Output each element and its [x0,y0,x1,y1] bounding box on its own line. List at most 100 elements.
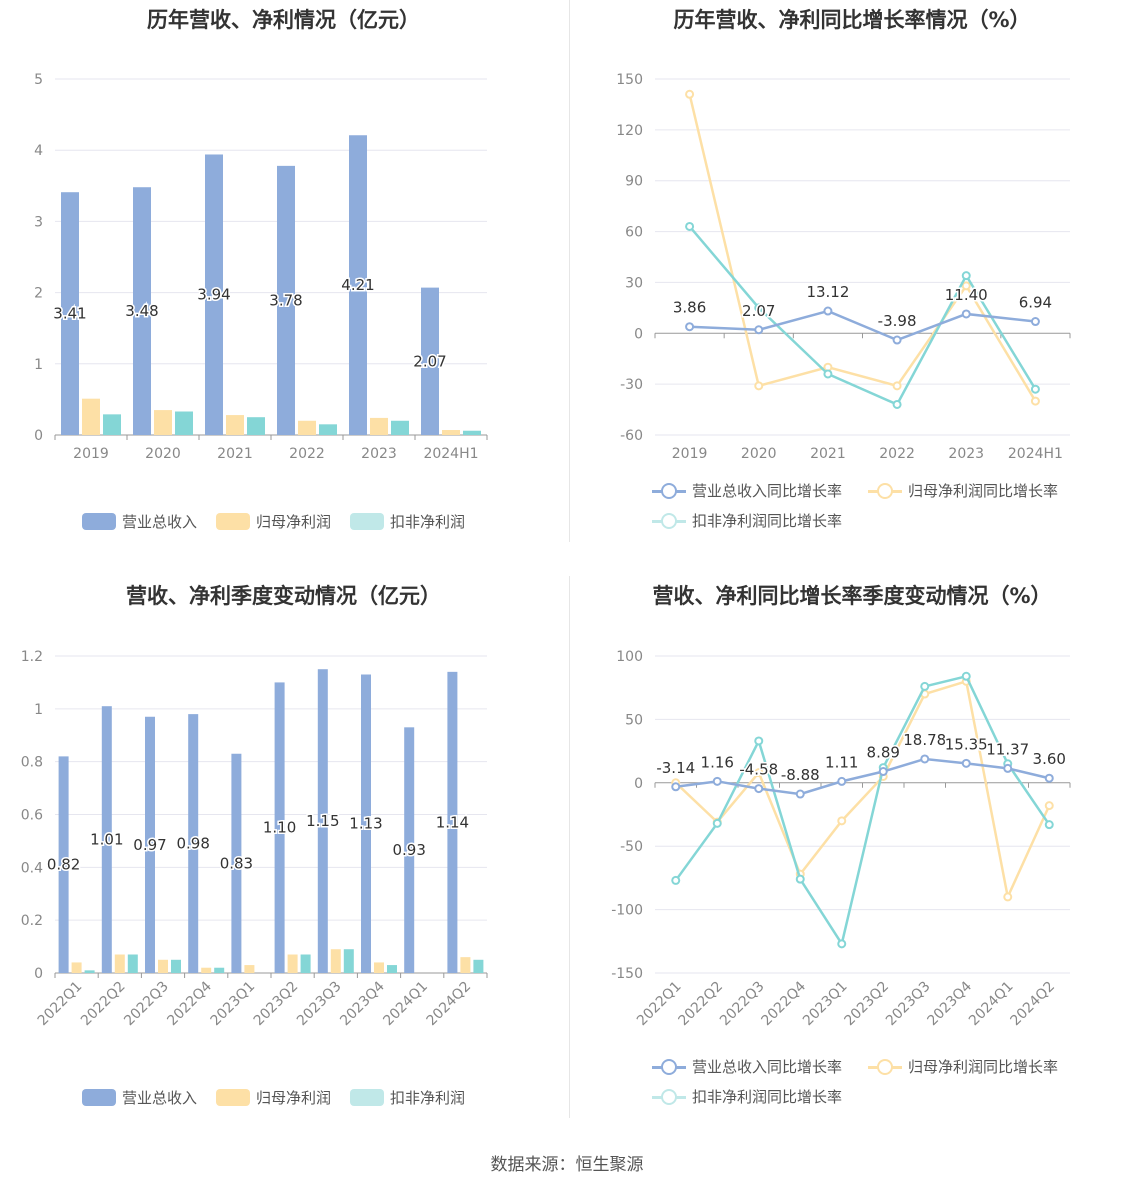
line-point [1030,396,1040,406]
y-tick-label: 0 [34,428,43,444]
line-point [961,758,971,768]
annual-line-chart-svg: 150 120 90 60 30 0 -30 -60 2019 2020 2021 2022 2023 2… [616,72,1071,462]
bar-net-profit [201,967,212,973]
line-data-label: 2.07 [742,302,775,320]
x-tick-label: 2023Q4 [924,978,975,1029]
line-point [961,309,971,319]
line-point [795,789,805,799]
bar-revenue [274,682,285,973]
bar-net-profit [330,949,341,973]
line-point [837,776,847,786]
line-point [837,939,847,949]
line-point [961,281,971,291]
line-point [1003,763,1013,773]
x-tick-label: 2024Q2 [1007,979,1058,1030]
y-tick-label: 0.4 [21,860,43,876]
line-data-label: -8.88 [781,766,820,784]
bar-data-label: 1.14 [436,813,469,831]
y-tick-label: 0 [34,966,43,982]
line-net-profit-growth [688,93,1037,402]
legend-item-revenue[interactable]: 营业总收入 [82,511,197,532]
line-data-label: 3.60 [1033,750,1066,768]
x-tick-label: 2024H1 [1008,446,1063,462]
y-tick-label: 60 [625,225,643,241]
bar-net-profit [244,965,255,973]
legend-item-net-profit-growth[interactable]: 归母净利润同比增长率 [868,1056,1058,1077]
quarterly-growth-chart: 营收、净利同比增长率季度变动情况（%） 100 50 0 -50 -100 -150 202… [570,576,1134,1121]
line-data-label: -4.58 [739,761,778,779]
line-point [892,335,902,345]
line-point [754,303,764,313]
bar-deducted-profit [391,420,409,435]
legend-label: 归母净利润同比增长率 [908,482,1059,500]
bar-net-profit [154,410,172,435]
line-point [712,776,722,786]
legend-item-deducted-profit-growth[interactable]: 扣非净利润同比增长率 [652,1086,842,1107]
legend-item-net-profit[interactable]: 归母净利润 [216,1087,331,1108]
bar-data-label: 2.07 [413,352,446,370]
x-tick-label: 2024H1 [423,446,478,462]
bar-data-label: 4.21 [341,276,374,294]
bar-deducted-profit [247,417,265,435]
line-point [823,369,833,379]
line-point [920,754,930,764]
annual-growth-chart: 历年营收、净利同比增长率情况（%） 150 120 90 60 30 0 -30 -60 201… [570,0,1134,545]
bar-data-label: 1.15 [306,812,339,830]
legend-item-deducted-profit[interactable]: 扣非净利润 [350,511,465,532]
bar-net-profit [370,417,388,435]
bar-deducted-profit [473,959,484,973]
bar-data-label: 0.98 [176,835,209,853]
bar-deducted-profit [175,411,193,435]
bar-deducted-profit [127,954,138,973]
x-tick-label: 2022Q3 [717,979,768,1030]
vertical-divider [569,576,570,1118]
y-tick-label: 50 [625,712,643,728]
bar-net-profit [287,954,298,973]
line-point [671,875,681,885]
line-point [754,768,764,778]
legend-item-revenue-growth[interactable]: 营业总收入同比增长率 [652,1056,842,1077]
line-data-label: 1.11 [825,753,858,771]
x-tick-label: 2024Q1 [380,979,431,1030]
bar-data-label: 0.83 [220,854,253,872]
line-revenue-growth [689,309,1036,342]
x-tick-label: 2022Q1 [634,979,685,1030]
bar-revenue [421,287,439,435]
legend-item-net-profit-growth[interactable]: 归母净利润同比增长率 [868,480,1058,501]
y-tick-label: 120 [616,123,643,139]
line-point [1030,384,1040,394]
bar-data-label: 0.93 [392,841,425,859]
bar-deducted-profit [103,414,121,435]
legend-item-net-profit[interactable]: 归母净利润 [216,511,331,532]
bar-net-profit [442,430,460,435]
y-tick-label: 4 [34,143,43,159]
line-point [1030,317,1040,327]
y-tick-label: -30 [620,377,643,393]
x-tick-label: 2020 [145,446,181,462]
legend-label: 归母净利润 [256,1089,332,1107]
x-tick-label: 2023Q4 [337,978,388,1029]
bar-net-profit [460,957,471,973]
line-deducted-profit-growth [688,225,1037,407]
x-tick-label: 2024Q2 [424,979,475,1030]
y-tick-label: 5 [34,72,43,88]
data-source-note: 数据来源：恒生聚源 [490,1155,644,1175]
x-tick-label: 2023Q1 [208,979,259,1030]
bar-revenue [231,753,242,973]
bar-net-profit [158,959,168,973]
legend-label: 归母净利润 [256,513,332,531]
line-point [1044,820,1054,830]
line-point [754,381,764,391]
legend-item-deducted-profit[interactable]: 扣非净利润 [350,1087,465,1108]
bar-data-label: 3.41 [53,305,86,323]
legend-label: 扣非净利润 [390,513,466,531]
net-profit-growth-swatch [868,481,902,501]
bar-revenue [447,671,458,973]
legend-item-revenue-growth[interactable]: 营业总收入同比增长率 [652,480,842,501]
bar-deducted-profit [214,967,225,973]
legend-item-revenue[interactable]: 营业总收入 [82,1087,197,1108]
legend-item-deducted-profit-growth[interactable]: 扣非净利润同比增长率 [652,510,842,531]
line-point [712,818,722,828]
bar-revenue [349,135,367,436]
bar-data-label: 1.01 [90,831,123,849]
